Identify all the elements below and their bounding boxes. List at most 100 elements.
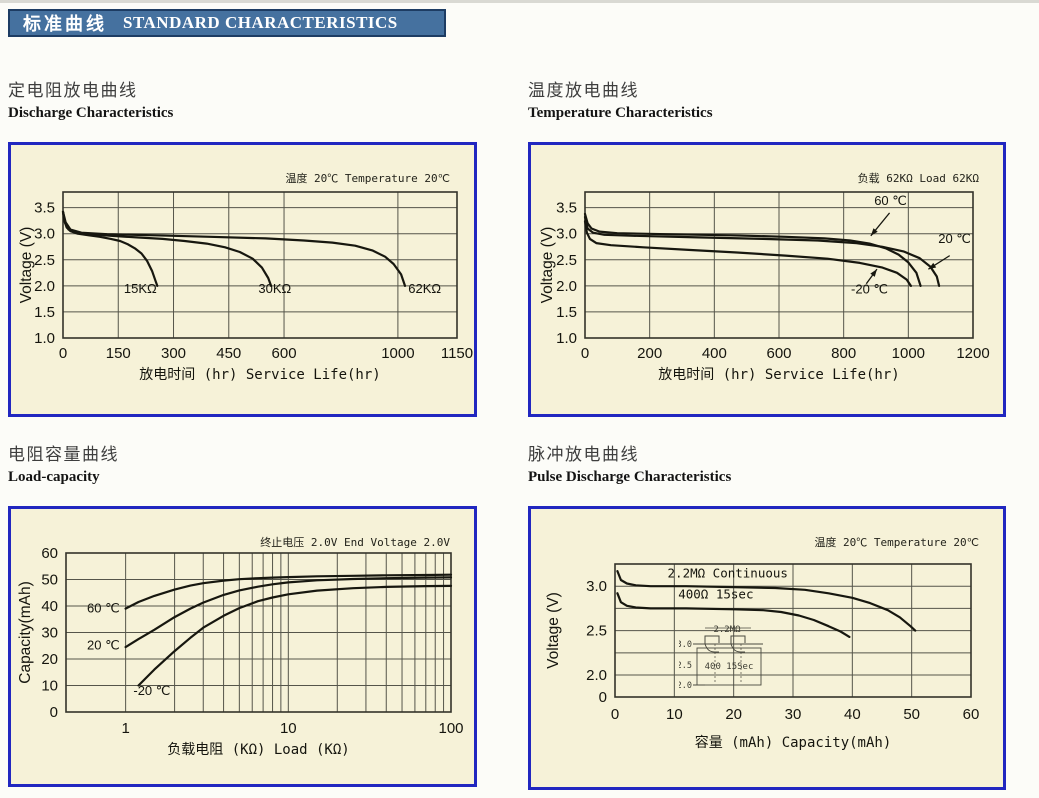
svg-text:800: 800 bbox=[831, 345, 856, 362]
section-title-zh: 电阻容量曲线 bbox=[8, 445, 119, 465]
svg-text:放电时间 (hr) Service Life(hr): 放电时间 (hr) Service Life(hr) bbox=[658, 367, 899, 383]
svg-text:Voltage (V): Voltage (V) bbox=[545, 592, 562, 669]
svg-text:20 ℃: 20 ℃ bbox=[87, 638, 120, 653]
svg-text:Capacity(mAh): Capacity(mAh) bbox=[17, 581, 34, 684]
svg-text:10: 10 bbox=[666, 706, 683, 723]
temperature-chart-panel: 0 200 400 600 800 1000 1200 3.5 3.0 2.5 2.0 1.5 1.0 放… bbox=[528, 142, 1006, 417]
svg-text:2.2MΩ Continuous: 2.2MΩ Continuous bbox=[668, 565, 788, 580]
inset-pulse-gates bbox=[704, 635, 746, 644]
svg-text:1150: 1150 bbox=[441, 345, 473, 362]
svg-text:1200: 1200 bbox=[956, 345, 989, 362]
inset-load-label: 2.2MΩ bbox=[713, 625, 741, 635]
svg-text:Voltage (V): Voltage (V) bbox=[18, 227, 35, 304]
svg-text:0: 0 bbox=[50, 704, 58, 721]
inset-decay-curves bbox=[704, 643, 745, 653]
svg-text:1.0: 1.0 bbox=[556, 330, 577, 347]
section-title-pulse-discharge: 脉冲放电曲线 Pulse Discharge Characteristics bbox=[528, 440, 731, 486]
svg-text:2.0: 2.0 bbox=[586, 667, 607, 684]
inset-level-2-5v: 2.5 bbox=[679, 661, 692, 671]
svg-text:1000: 1000 bbox=[892, 345, 925, 362]
svg-text:400Ω 15sec: 400Ω 15sec bbox=[678, 587, 753, 602]
svg-text:0: 0 bbox=[611, 706, 619, 723]
svg-text:60: 60 bbox=[41, 545, 58, 562]
discharge-chart: 0 150 300 450 600 1000 1150 3.5 3.0 2.5 2.0 1.5 1.0 放… bbox=[18, 191, 473, 383]
svg-text:Voltage (V): Voltage (V) bbox=[539, 227, 556, 304]
banner-title-zh: 标准曲线 bbox=[23, 14, 107, 35]
svg-text:3.5: 3.5 bbox=[34, 200, 55, 217]
svg-text:1.0: 1.0 bbox=[34, 330, 55, 347]
svg-text:3.0: 3.0 bbox=[586, 578, 607, 595]
svg-text:0: 0 bbox=[59, 345, 67, 362]
svg-text:450: 450 bbox=[216, 345, 241, 362]
svg-text:60 ℃: 60 ℃ bbox=[874, 193, 907, 208]
svg-text:2.5: 2.5 bbox=[586, 623, 607, 640]
chart-condition-annotation: 负载 62KΩ Load 62KΩ bbox=[857, 172, 979, 185]
svg-text:30KΩ: 30KΩ bbox=[258, 281, 291, 296]
svg-text:10: 10 bbox=[280, 720, 297, 737]
chart-condition-annotation: 终止电压 2.0V End Voltage 2.0V bbox=[260, 536, 450, 549]
svg-text:40: 40 bbox=[41, 598, 58, 615]
discharge-chart-panel: 0 150 300 450 600 1000 1150 3.5 3.0 2.5 2.0 1.5 1.0 放… bbox=[8, 142, 477, 417]
svg-text:100: 100 bbox=[438, 720, 463, 737]
svg-text:放电时间 (hr) Service Life(hr): 放电时间 (hr) Service Life(hr) bbox=[139, 367, 380, 383]
section-title-discharge: 定电阻放电曲线 Discharge Characteristics bbox=[8, 76, 173, 122]
pulse-waveform-inset: 2.2MΩ 400 15Sec 3.0 2.5 2.0 bbox=[679, 621, 777, 699]
svg-text:300: 300 bbox=[161, 345, 186, 362]
svg-text:10: 10 bbox=[41, 678, 58, 695]
scan-edge-artifact bbox=[0, 0, 1039, 3]
inset-level-2v: 2.0 bbox=[679, 681, 692, 691]
svg-text:400: 400 bbox=[702, 345, 727, 362]
svg-text:3.0: 3.0 bbox=[34, 226, 55, 243]
svg-text:2.0: 2.0 bbox=[34, 278, 55, 295]
page-banner: 标准曲线 STANDARD CHARACTERISTICS bbox=[8, 9, 446, 37]
svg-text:1000: 1000 bbox=[381, 345, 414, 362]
pulse-discharge-chart: 0 10 20 30 40 50 60 3.0 2.5 2.0 0 容量 (mAh) Capacity… bbox=[545, 563, 980, 751]
inset-box bbox=[696, 647, 762, 686]
section-title-en: Pulse Discharge Characteristics bbox=[528, 469, 732, 485]
svg-text:2.5: 2.5 bbox=[556, 252, 577, 269]
svg-text:40: 40 bbox=[844, 706, 861, 723]
svg-text:3.5: 3.5 bbox=[556, 200, 577, 217]
svg-text:20: 20 bbox=[41, 651, 58, 668]
chart-condition-annotation: 温度 20℃ Temperature 20℃ bbox=[814, 536, 979, 549]
svg-text:3.0: 3.0 bbox=[556, 226, 577, 243]
banner-title-en: STANDARD CHARACTERISTICS bbox=[123, 13, 398, 32]
svg-text:30: 30 bbox=[785, 706, 802, 723]
svg-text:1.5: 1.5 bbox=[34, 304, 55, 321]
section-title-zh: 定电阻放电曲线 bbox=[8, 81, 138, 101]
svg-text:60 ℃: 60 ℃ bbox=[87, 601, 120, 616]
svg-text:50: 50 bbox=[41, 572, 58, 589]
svg-text:-20 ℃: -20 ℃ bbox=[133, 683, 170, 698]
svg-text:0: 0 bbox=[581, 345, 589, 362]
temperature-chart: 0 200 400 600 800 1000 1200 3.5 3.0 2.5 2.0 1.5 1.0 放… bbox=[539, 191, 990, 383]
svg-text:1: 1 bbox=[121, 720, 129, 737]
load-capacity-chart-panel: 1 10 100 60 50 40 30 20 10 0 负载电阻 (KΩ) Load (KΩ) Ca… bbox=[8, 506, 477, 787]
svg-text:负载电阻 (KΩ) Load (KΩ): 负载电阻 (KΩ) Load (KΩ) bbox=[167, 742, 349, 758]
section-title-en: Temperature Characteristics bbox=[528, 105, 713, 121]
svg-text:30: 30 bbox=[41, 625, 58, 642]
svg-text:62KΩ: 62KΩ bbox=[408, 281, 441, 296]
section-title-zh: 脉冲放电曲线 bbox=[528, 445, 639, 465]
section-title-load-capacity: 电阻容量曲线 Load-capacity bbox=[8, 440, 119, 486]
svg-text:20 ℃: 20 ℃ bbox=[938, 231, 971, 246]
svg-text:2.5: 2.5 bbox=[34, 252, 55, 269]
svg-text:20: 20 bbox=[725, 706, 742, 723]
svg-text:1.5: 1.5 bbox=[556, 304, 577, 321]
svg-text:200: 200 bbox=[637, 345, 662, 362]
svg-text:50: 50 bbox=[903, 706, 920, 723]
section-title-temperature: 温度放电曲线 Temperature Characteristics bbox=[528, 76, 713, 122]
pulse-discharge-chart-panel: 0 10 20 30 40 50 60 3.0 2.5 2.0 0 容量 (mAh) Capacity… bbox=[528, 506, 1006, 790]
svg-text:15KΩ: 15KΩ bbox=[124, 281, 157, 296]
svg-text:容量 (mAh) Capacity(mAh): 容量 (mAh) Capacity(mAh) bbox=[695, 734, 892, 751]
section-title-zh: 温度放电曲线 bbox=[528, 81, 639, 101]
svg-text:150: 150 bbox=[106, 345, 131, 362]
section-title-en: Discharge Characteristics bbox=[8, 105, 174, 121]
svg-text:600: 600 bbox=[272, 345, 297, 362]
svg-text:0: 0 bbox=[599, 689, 607, 706]
svg-text:600: 600 bbox=[766, 345, 791, 362]
inset-pulse-label: 400 15Sec bbox=[705, 662, 754, 672]
svg-text:60: 60 bbox=[963, 706, 980, 723]
svg-text:-20 ℃: -20 ℃ bbox=[851, 282, 888, 297]
